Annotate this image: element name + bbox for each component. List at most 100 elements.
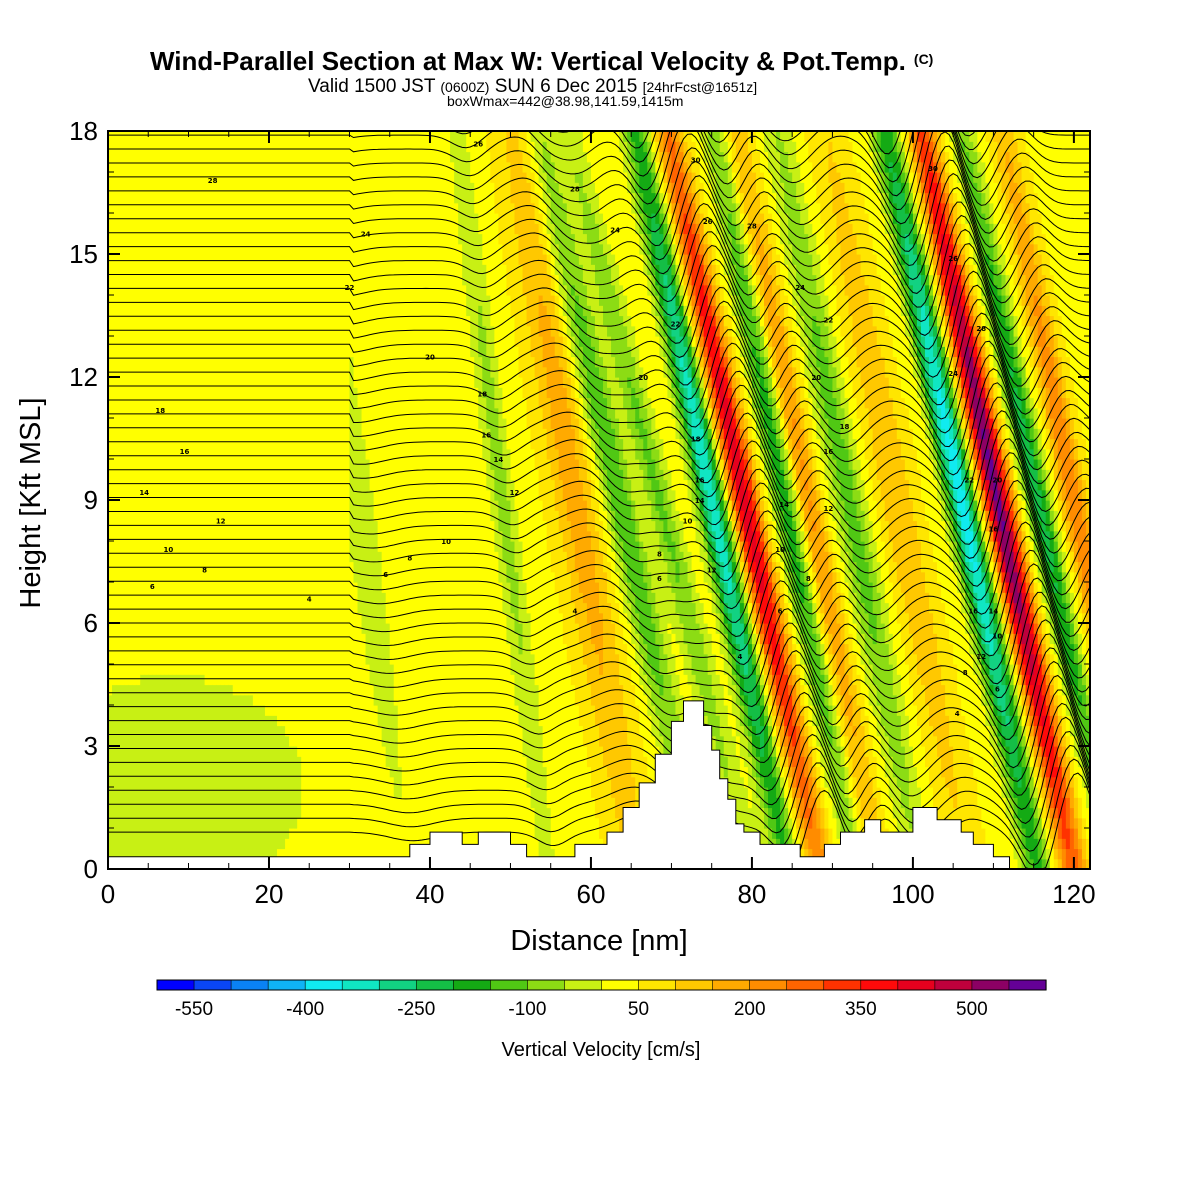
field-cell [329,438,334,450]
field-cell [277,479,282,491]
field-cell [317,336,322,347]
field-cell [192,530,198,542]
field-cell [140,202,145,214]
field-cell [160,674,165,686]
field-cell [112,551,117,563]
field-cell [321,817,326,829]
field-cell [128,500,133,511]
field-cell [260,202,266,214]
field-cell [232,315,238,327]
field-cell [188,500,194,511]
field-cell [156,202,161,214]
field-cell [120,315,125,327]
field-cell [124,653,129,665]
field-cell [112,520,117,532]
field-cell [301,510,306,522]
field-cell [321,787,326,798]
field-cell [124,623,129,634]
field-cell [252,438,258,450]
field-cell [212,807,218,819]
field-cell [345,746,351,757]
field-cell [240,387,246,399]
field-cell [256,489,262,501]
field-cell [373,530,379,542]
field-cell [228,264,234,276]
field-cell [244,264,250,276]
field-cell [248,828,254,839]
field-cell [385,643,391,655]
field-cell [176,243,182,255]
field-cell [301,489,306,501]
field-cell [220,284,226,296]
field-cell [285,520,290,532]
field-cell [184,284,190,296]
field-cell [184,694,190,706]
field-cell [252,407,258,419]
field-cell [285,756,290,768]
field-cell [180,151,186,163]
field-cell [168,202,173,214]
field-cell [268,141,274,153]
field-cell [289,735,294,747]
field-cell [124,807,129,819]
field-cell [373,325,379,337]
field-cell [333,243,338,255]
field-cell [260,674,266,686]
field-cell [264,664,270,675]
field-cell [148,551,153,563]
field-cell [256,633,262,645]
field-cell [305,356,310,368]
field-cell [369,807,375,819]
field-cell [301,438,306,450]
field-cell [373,746,379,757]
field-cell [148,346,153,358]
field-cell [152,356,157,368]
field-cell [120,182,125,194]
field-cell [212,817,218,829]
field-cell [144,776,149,788]
field-cell [240,315,246,327]
field-cell [289,172,294,183]
field-cell [353,407,359,419]
field-cell [381,602,387,614]
field-cell [377,746,383,757]
field-cell [180,459,186,470]
field-cell [120,530,125,542]
field-cell [349,459,355,470]
field-cell [260,418,266,429]
field-cell [184,131,190,142]
field-cell [305,838,310,850]
field-cell [208,315,214,327]
field-cell [128,418,133,429]
field-cell [365,602,371,614]
field-cell [373,387,379,399]
field-cell [116,694,121,706]
field-cell [116,243,121,255]
field-cell [264,592,270,604]
field-cell [208,479,214,491]
field-cell [313,817,318,829]
field-cell [305,377,310,388]
field-cell [112,377,117,388]
field-cell [192,674,198,686]
field-cell [180,397,186,409]
field-cell [256,182,262,194]
field-cell [216,182,222,194]
field-cell [188,346,194,358]
field-cell [216,684,222,696]
field-cell [220,141,226,153]
field-cell [309,582,314,593]
field-cell [289,346,294,358]
field-cell [148,817,153,829]
field-cell [200,664,206,675]
field-cell [361,561,367,573]
field-cell [373,664,379,675]
field-cell [232,735,238,747]
field-cell [357,828,363,839]
field-cell [188,807,194,819]
field-cell [232,336,238,347]
field-cell [273,182,278,194]
copyright-mark: (C) [914,51,933,67]
field-cell [349,705,355,716]
field-cell [381,664,387,675]
